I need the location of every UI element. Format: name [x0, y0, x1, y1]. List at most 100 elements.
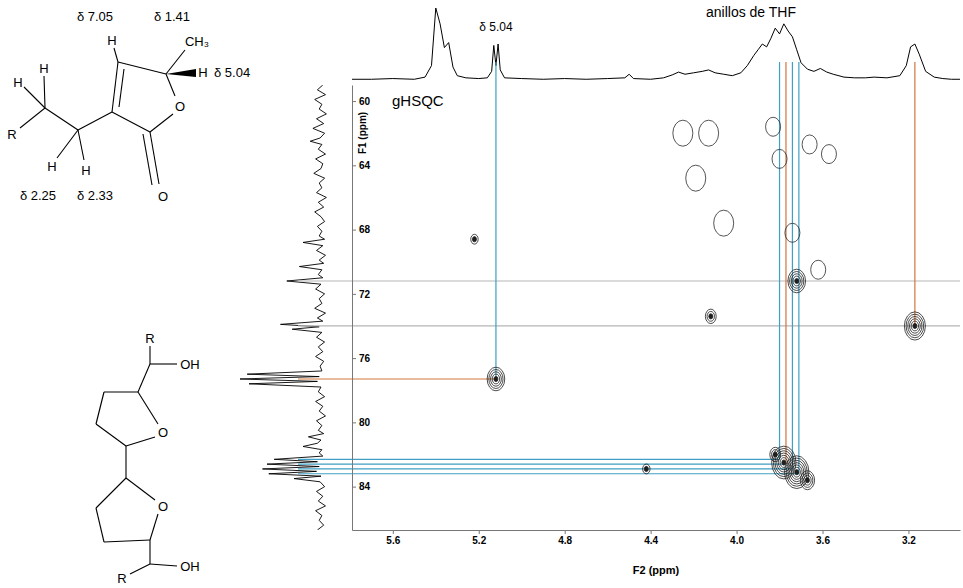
horizontal-correlation-line — [298, 473, 799, 474]
contour-ring — [805, 478, 809, 483]
horizontal-correlation-line — [298, 468, 792, 469]
cross-peak — [800, 471, 814, 490]
contour-ring — [909, 319, 920, 333]
carbon-spectrum-group — [240, 85, 326, 530]
wedge-bond — [166, 69, 196, 77]
contour-ring — [644, 466, 648, 471]
x-axis-line — [353, 530, 961, 531]
y-tick-label: 72 — [359, 289, 371, 300]
bond — [150, 564, 177, 566]
contour-ring — [804, 475, 811, 485]
vertical-correlation-line — [798, 62, 799, 474]
atom-label: H — [39, 61, 48, 76]
bond — [96, 392, 104, 424]
cross-peak — [699, 120, 719, 146]
contour-ring — [788, 460, 806, 484]
carbon-spectrum — [240, 85, 326, 530]
y-tick-label: 68 — [359, 224, 371, 235]
bond — [45, 108, 78, 130]
cross-peak — [471, 234, 478, 244]
x-tick-mark — [651, 530, 652, 534]
y-axis: 60646872768084 — [352, 86, 371, 531]
cross-peak — [686, 165, 706, 191]
x-tick-mark — [393, 530, 394, 534]
bond — [114, 48, 118, 62]
bond — [78, 112, 112, 130]
bond — [166, 50, 185, 74]
contour-ring — [790, 271, 804, 290]
x-tick-mark — [565, 530, 566, 534]
bond — [126, 437, 155, 446]
bond — [166, 74, 175, 96]
vertical-correlation-line — [792, 62, 793, 469]
contour-ring — [699, 120, 719, 146]
bond — [149, 540, 150, 564]
atom-label: δ 2.25 — [20, 188, 56, 203]
atom-label: δ 1.41 — [154, 9, 190, 24]
y-tick: 72 — [352, 289, 371, 300]
x-tick: 4.0 — [730, 530, 744, 546]
contour-ring — [802, 473, 813, 487]
y-tick-mark — [352, 487, 356, 488]
contour-ring — [788, 269, 806, 293]
cross-peak — [811, 260, 826, 279]
contour-ring — [785, 456, 809, 489]
x-tick-label: 3.6 — [816, 535, 830, 546]
bond — [44, 76, 45, 108]
cross-peak — [785, 223, 800, 242]
bond — [20, 108, 45, 128]
atom-label: O — [158, 499, 168, 514]
x-tick: 3.2 — [902, 530, 916, 546]
cross-peak — [643, 464, 650, 474]
cross-peak — [785, 456, 809, 489]
cross-peak — [802, 135, 817, 154]
cross-peak — [487, 367, 505, 391]
bond — [125, 446, 126, 478]
y-tick-mark — [352, 422, 356, 423]
bond — [130, 564, 150, 574]
atom-label: CH₃ — [185, 34, 209, 49]
horizontal-correlation-line — [298, 464, 786, 465]
atom-label: R — [7, 127, 16, 142]
contour-ring — [800, 471, 814, 490]
x-tick-mark — [737, 530, 738, 534]
y-axis-title: F1 (ppm) — [357, 112, 368, 154]
x-tick: 4.8 — [558, 530, 572, 546]
cross-peak — [772, 149, 787, 168]
contour-ring — [904, 312, 925, 340]
contour-ring — [791, 274, 802, 288]
plot-title: gHSQC — [392, 92, 444, 109]
horizontal-correlation-line — [298, 378, 496, 379]
contour-ring — [489, 369, 503, 388]
atom-label: δ 5.04 — [214, 65, 250, 80]
x-tick: 5.6 — [386, 530, 400, 546]
y-tick: 68 — [352, 224, 371, 235]
y-tick: 60 — [352, 96, 371, 107]
cross-peak — [766, 117, 781, 136]
bond — [126, 478, 155, 500]
y-tick-label: 64 — [359, 160, 371, 171]
bond — [112, 62, 118, 112]
atom-label: R — [145, 331, 154, 346]
x-tick-mark — [823, 530, 824, 534]
x-tick-mark — [908, 530, 909, 534]
y-tick-mark — [352, 165, 356, 166]
contour-ring — [709, 314, 713, 319]
atom-label: OH — [180, 559, 200, 574]
x-axis: 5.6 5.2 4.8 4.4 4.0 3.6 3.2 — [353, 530, 961, 546]
x-tick-label: 5.2 — [472, 535, 486, 546]
bond — [104, 540, 150, 542]
bond — [138, 392, 158, 424]
x-tick-label: 4.4 — [644, 535, 658, 546]
y-axis-line — [352, 86, 353, 531]
contour-ring — [487, 367, 505, 391]
contour-ring — [472, 237, 476, 242]
vertical-correlation-line — [914, 62, 915, 326]
contour-ring — [643, 464, 650, 474]
y-tick-label: 80 — [359, 417, 371, 428]
annotation: δ 5.04 — [479, 20, 513, 34]
contour-ring — [772, 446, 796, 479]
bond — [150, 132, 159, 184]
bond — [104, 391, 138, 392]
atom-label: OH — [180, 357, 200, 372]
